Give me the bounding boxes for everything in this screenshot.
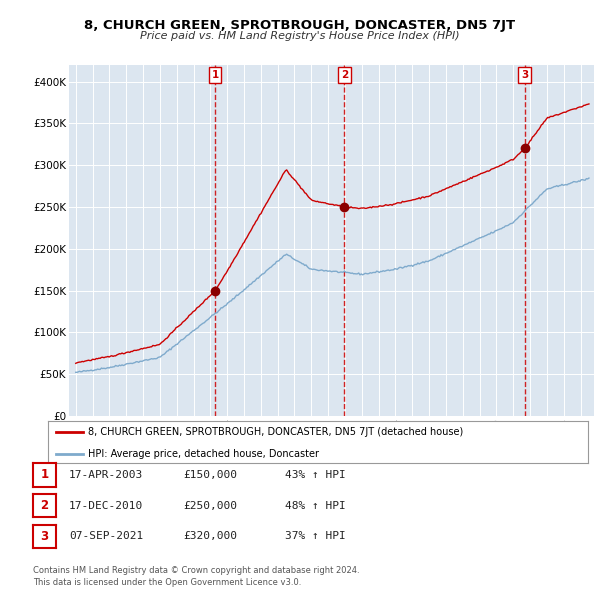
Text: £320,000: £320,000 bbox=[183, 532, 237, 541]
Text: 43% ↑ HPI: 43% ↑ HPI bbox=[285, 470, 346, 480]
Text: 2: 2 bbox=[40, 499, 49, 512]
Text: 3: 3 bbox=[521, 70, 528, 80]
Text: 1: 1 bbox=[40, 468, 49, 481]
Text: 48% ↑ HPI: 48% ↑ HPI bbox=[285, 501, 346, 510]
Text: £150,000: £150,000 bbox=[183, 470, 237, 480]
Text: HPI: Average price, detached house, Doncaster: HPI: Average price, detached house, Donc… bbox=[89, 449, 320, 459]
Text: 2: 2 bbox=[341, 70, 348, 80]
Text: 1: 1 bbox=[212, 70, 219, 80]
Text: Price paid vs. HM Land Registry's House Price Index (HPI): Price paid vs. HM Land Registry's House … bbox=[140, 31, 460, 41]
Text: 17-DEC-2010: 17-DEC-2010 bbox=[69, 501, 143, 510]
Text: 17-APR-2003: 17-APR-2003 bbox=[69, 470, 143, 480]
Text: Contains HM Land Registry data © Crown copyright and database right 2024.
This d: Contains HM Land Registry data © Crown c… bbox=[33, 566, 359, 587]
Text: 37% ↑ HPI: 37% ↑ HPI bbox=[285, 532, 346, 541]
Text: 8, CHURCH GREEN, SPROTBROUGH, DONCASTER, DN5 7JT: 8, CHURCH GREEN, SPROTBROUGH, DONCASTER,… bbox=[85, 19, 515, 32]
Text: 3: 3 bbox=[40, 530, 49, 543]
Text: 8, CHURCH GREEN, SPROTBROUGH, DONCASTER, DN5 7JT (detached house): 8, CHURCH GREEN, SPROTBROUGH, DONCASTER,… bbox=[89, 427, 464, 437]
Text: £250,000: £250,000 bbox=[183, 501, 237, 510]
Text: 07-SEP-2021: 07-SEP-2021 bbox=[69, 532, 143, 541]
